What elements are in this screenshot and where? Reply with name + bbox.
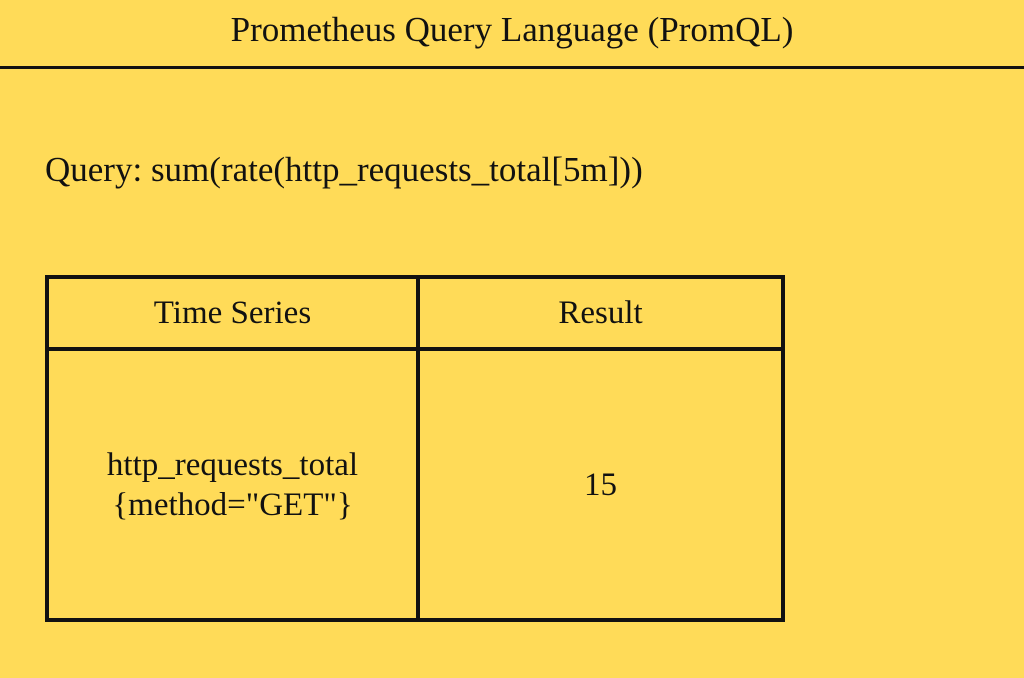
result-table: Time Series Result http_requests_total {…	[45, 275, 785, 622]
series-labels: {method="GET"}	[112, 486, 353, 523]
series-metric: http_requests_total	[106, 446, 359, 483]
query-text: Query: sum(rate(http_requests_total[5m])…	[45, 150, 643, 189]
title-divider	[0, 66, 1024, 69]
cell-result: 15	[416, 347, 785, 622]
page-title: Prometheus Query Language (PromQL)	[230, 10, 794, 49]
header-result: Result	[416, 275, 785, 351]
table-header-row: Time Series Result	[45, 275, 785, 351]
header-time-series: Time Series	[45, 275, 420, 351]
table-row: http_requests_total {method="GET"} 15	[45, 347, 785, 622]
cell-time-series: http_requests_total {method="GET"}	[45, 347, 420, 622]
